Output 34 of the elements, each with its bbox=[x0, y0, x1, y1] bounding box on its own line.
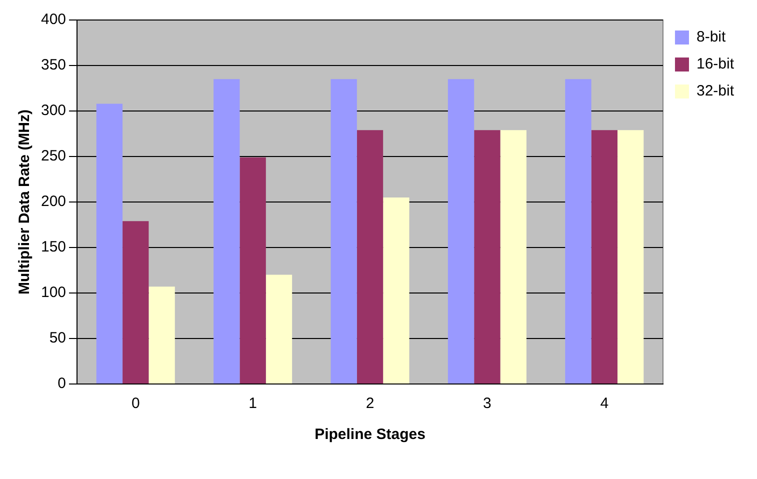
legend-label: 32-bit bbox=[696, 82, 735, 100]
bar bbox=[240, 157, 266, 384]
bar bbox=[122, 221, 149, 384]
bar bbox=[448, 79, 474, 384]
y-tick-label: 150 bbox=[40, 238, 66, 256]
y-axis-title: Multiplier Data Rate (MHz) bbox=[16, 109, 34, 295]
y-tick-label: 100 bbox=[40, 284, 66, 302]
legend-label: 16-bit bbox=[696, 56, 735, 73]
y-tick-label: 400 bbox=[40, 11, 66, 28]
bar bbox=[330, 79, 357, 384]
bar bbox=[383, 197, 410, 384]
y-tick-label: 50 bbox=[49, 330, 66, 347]
y-tick-label: 200 bbox=[40, 193, 66, 210]
x-axis-title: Pipeline Stages bbox=[314, 426, 426, 444]
bar bbox=[266, 274, 292, 384]
bar bbox=[474, 130, 500, 384]
bar bbox=[96, 104, 123, 384]
x-tick-label: 3 bbox=[483, 395, 492, 412]
x-tick-label: 2 bbox=[366, 395, 374, 412]
y-tick-label: 0 bbox=[58, 375, 66, 392]
y-tick-label: 350 bbox=[40, 56, 66, 74]
bar bbox=[591, 130, 618, 384]
bar bbox=[500, 130, 526, 384]
y-tick-label: 250 bbox=[40, 148, 66, 165]
legend-label: 8-bit bbox=[696, 28, 726, 46]
bar bbox=[565, 79, 592, 384]
x-tick-label: 0 bbox=[131, 395, 140, 412]
bar bbox=[148, 286, 175, 384]
bar bbox=[214, 79, 240, 384]
y-tick-label: 300 bbox=[40, 102, 66, 120]
x-tick-label: 4 bbox=[600, 395, 609, 412]
bar bbox=[617, 130, 644, 384]
x-tick-label: 1 bbox=[248, 395, 257, 412]
bar bbox=[356, 130, 384, 384]
